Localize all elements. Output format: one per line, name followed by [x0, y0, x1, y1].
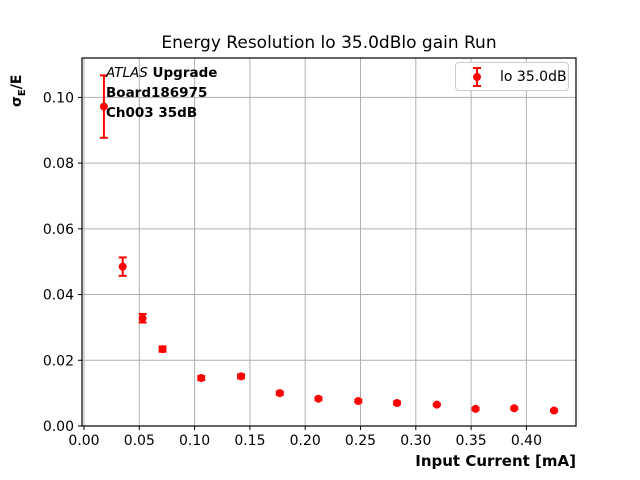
data-point — [138, 314, 147, 323]
data-point — [432, 400, 441, 409]
data-point — [99, 102, 108, 111]
data-point — [197, 374, 206, 383]
data-point — [471, 404, 480, 413]
y-tick-label: 0.02 — [43, 353, 74, 369]
annotation-board: Board186975 — [106, 85, 208, 101]
y-tick-label: 0.04 — [43, 288, 74, 304]
legend-data-point — [473, 72, 481, 81]
data-point — [237, 372, 246, 381]
data-point — [118, 262, 127, 271]
axes-spines — [81, 57, 577, 427]
chart-title: Energy Resolution lo 35.0dBlo gain Run — [161, 33, 497, 53]
data-point — [354, 397, 363, 406]
annotation-program: Upgrade — [147, 65, 218, 81]
x-tick-label: 0.15 — [234, 433, 265, 449]
x-tick-label: 0.30 — [400, 433, 431, 449]
x-tick-label: 0.40 — [511, 433, 542, 449]
annotation-block: ATLAS Upgrade Board186975 Ch003 35dB — [106, 63, 217, 123]
y-tick-label: 0.00 — [43, 419, 74, 435]
y-tick-label: 0.10 — [43, 90, 74, 106]
x-tick-label: 0.05 — [124, 433, 155, 449]
x-tick-label: 0.00 — [68, 433, 99, 449]
legend-entry-label: lo 35.0dB — [500, 68, 567, 85]
data-point — [275, 389, 284, 398]
data-point — [550, 406, 559, 415]
data-point — [510, 404, 519, 413]
data-point — [158, 345, 167, 354]
annotation-experiment-name: ATLAS — [106, 65, 148, 81]
x-tick-label: 0.25 — [345, 433, 376, 449]
x-tick-label: 0.20 — [290, 433, 321, 449]
errorbar-marker-icon — [473, 66, 481, 87]
legend: lo 35.0dB — [455, 62, 569, 91]
annotation-line-experiment: ATLAS Upgrade — [106, 63, 217, 83]
x-tick-label: 0.35 — [456, 433, 487, 449]
data-point — [314, 394, 323, 403]
y-tick-label: 0.08 — [43, 156, 74, 172]
x-tick-label: 0.10 — [179, 433, 210, 449]
data-point — [392, 398, 401, 407]
y-tick-label: 0.06 — [43, 222, 74, 238]
annotation-channel: Ch003 35dB — [106, 105, 198, 121]
x-axis-label: Input Current [mA] — [415, 452, 576, 470]
